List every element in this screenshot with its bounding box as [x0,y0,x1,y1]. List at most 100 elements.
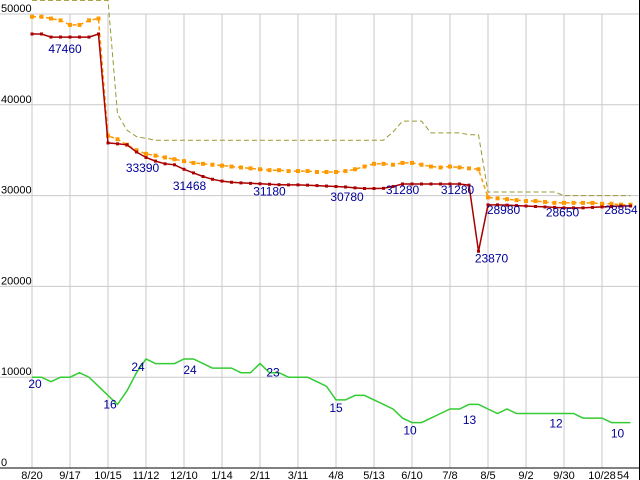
average-price-marker [305,169,310,174]
data-label: 28854 [604,203,638,217]
lowest-price-marker [173,163,176,167]
y-tick-label: 30000 [1,185,32,197]
average-price-marker [220,163,224,168]
average-price-marker [486,195,490,200]
average-price-marker [533,199,538,204]
x-tick-label: 7/8 [442,470,457,480]
average-price-marker [467,166,471,171]
average-price-marker [96,16,101,21]
x-tick-label: 2/11 [250,470,271,480]
lowest-price-marker [467,183,471,187]
average-price-marker [419,162,424,167]
lowest-price-marker [68,35,72,39]
lowest-price-marker [97,32,100,36]
lowest-price-marker [629,204,632,208]
lowest-price-marker [572,206,575,210]
lowest-price-marker [619,204,623,208]
average-price-marker [229,164,234,169]
x-tick-label: 3/11 [288,470,309,480]
lowest-price-marker [477,249,480,253]
average-price-marker [552,200,557,205]
lowest-price-marker [429,182,433,186]
average-price-marker [438,165,443,170]
lowest-price-marker [610,204,613,208]
average-price-marker [163,155,167,160]
average-price-marker [153,153,158,158]
data-label: 10 [611,427,625,441]
lowest-price-line [32,32,631,252]
average-price-marker [182,159,186,164]
lowest-price-marker [249,181,252,185]
average-price-marker [210,162,215,167]
average-price-marker [590,200,595,205]
data-label: 15 [329,401,343,415]
average-price-marker [296,169,300,174]
lowest-price-marker [600,205,604,209]
average-price-marker [248,166,253,171]
lowest-price-marker [116,142,119,146]
lowest-price-marker [230,180,233,184]
average-price-marker [362,164,367,169]
lowest-price-marker [135,150,138,154]
lowest-price-marker [306,183,309,187]
lowest-price-marker [382,186,385,190]
average-price-marker [267,168,272,173]
lowest-price-marker [353,186,357,190]
lowest-price-marker [543,205,547,209]
x-tick-label: 1/14 [211,470,232,480]
average-price-marker [58,18,63,23]
average-price-marker [239,165,243,170]
average-price-marker [400,160,405,165]
average-price-line [32,15,631,206]
average-price-marker [87,18,91,23]
average-price-marker [543,199,547,204]
lowest-price-marker [401,182,404,186]
average-price-marker [77,22,82,27]
lowest-price-marker [325,184,328,188]
average-price-marker [277,168,281,173]
y-tick-label: 40000 [1,94,32,106]
data-label: 12 [549,417,563,431]
x-tick-label: 4/8 [328,470,343,480]
data-label: 31280 [386,183,420,197]
lowest-price-marker [391,185,395,189]
y-tick-label: 50000 [1,3,32,15]
average-price-marker [353,167,357,172]
data-label: 23 [266,366,280,380]
average-price-marker [391,162,395,167]
data-label: 16 [103,397,117,411]
data-label: 31468 [173,179,207,193]
x-edge-label: 54 [617,470,629,480]
lowest-price-marker [562,206,566,210]
lowest-price-marker [40,32,43,36]
average-price-marker [172,157,177,162]
average-price-marker [476,167,481,172]
average-price-marker [68,22,72,27]
average-price-marker [562,200,566,205]
data-label: 47460 [48,42,82,56]
x-tick-label: 8/20 [21,470,42,480]
x-tick-label: 12/10 [170,470,198,480]
average-price-marker [581,200,585,205]
average-price-marker [286,169,291,174]
average-price-marker [495,196,500,201]
lowest-price-marker [505,203,509,207]
average-price-marker [609,201,614,206]
data-label: 24 [131,360,145,374]
lowest-price-marker [192,171,195,175]
lowest-price-marker [581,206,585,210]
lowest-price-marker [220,179,224,183]
lowest-price-marker [553,205,556,209]
data-label: 20 [28,377,42,391]
lowest-price-marker [372,187,376,191]
average-price-marker [505,197,509,202]
average-price-marker [39,14,44,19]
lowest-price-marker [268,182,271,186]
y-tick-label: 10000 [1,366,32,378]
average-price-marker [201,161,205,166]
x-tick-label: 9/2 [518,470,533,480]
y-tick-label: 20000 [1,275,32,287]
lowest-price-marker [106,141,110,145]
